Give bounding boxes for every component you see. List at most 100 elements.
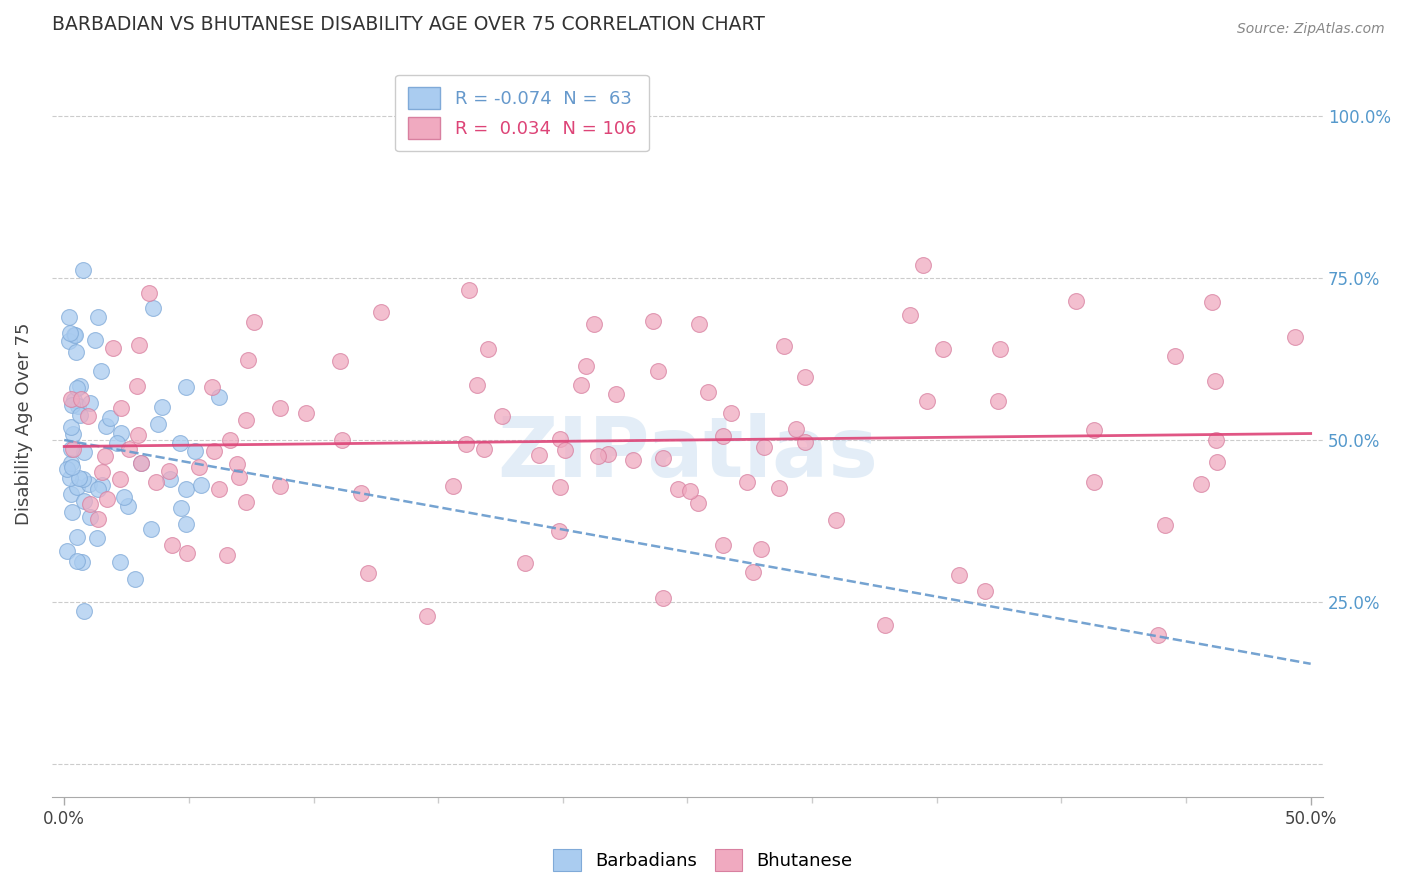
Point bbox=[332, 434, 354, 448]
Point bbox=[66, 381, 89, 395]
Point bbox=[583, 317, 606, 331]
Point bbox=[124, 572, 146, 586]
Point bbox=[94, 419, 117, 434]
Point bbox=[647, 364, 669, 378]
Point bbox=[1201, 295, 1223, 310]
Point bbox=[586, 450, 609, 464]
Point bbox=[59, 487, 82, 501]
Point bbox=[60, 456, 83, 470]
Point bbox=[58, 334, 80, 348]
Point bbox=[87, 512, 110, 526]
Point bbox=[176, 380, 198, 394]
Point bbox=[454, 437, 477, 451]
Point bbox=[713, 428, 735, 442]
Point bbox=[773, 339, 796, 353]
Point bbox=[477, 342, 499, 356]
Point bbox=[190, 478, 212, 492]
Point bbox=[108, 472, 131, 486]
Point bbox=[898, 309, 921, 323]
Point bbox=[915, 394, 938, 409]
Point bbox=[174, 483, 197, 497]
Point bbox=[90, 364, 112, 378]
Point bbox=[720, 406, 742, 420]
Point bbox=[62, 442, 84, 457]
Point bbox=[79, 497, 101, 511]
Point bbox=[1204, 374, 1226, 388]
Point bbox=[443, 479, 465, 493]
Point bbox=[169, 435, 191, 450]
Point bbox=[465, 377, 488, 392]
Point bbox=[79, 510, 101, 524]
Point bbox=[911, 258, 934, 272]
Point bbox=[176, 517, 198, 532]
Point bbox=[60, 392, 83, 406]
Point bbox=[69, 392, 91, 406]
Point bbox=[73, 445, 96, 459]
Point bbox=[825, 513, 848, 527]
Point bbox=[69, 379, 91, 393]
Point bbox=[752, 441, 775, 455]
Point bbox=[117, 499, 139, 513]
Point bbox=[652, 451, 675, 466]
Point bbox=[170, 501, 193, 516]
Point bbox=[73, 493, 96, 508]
Point bbox=[1205, 433, 1227, 447]
Point bbox=[118, 442, 141, 457]
Point bbox=[98, 411, 121, 425]
Point bbox=[235, 413, 257, 427]
Point bbox=[150, 401, 173, 415]
Y-axis label: Disability Age Over 75: Disability Age Over 75 bbox=[15, 323, 32, 525]
Point bbox=[974, 583, 997, 598]
Point bbox=[66, 530, 89, 544]
Point bbox=[70, 555, 93, 569]
Point bbox=[236, 353, 259, 368]
Point bbox=[794, 370, 817, 384]
Point bbox=[987, 394, 1010, 409]
Point bbox=[67, 471, 90, 485]
Point bbox=[131, 456, 153, 470]
Point bbox=[125, 379, 148, 393]
Point bbox=[93, 450, 115, 464]
Point bbox=[72, 472, 94, 486]
Point bbox=[201, 380, 224, 394]
Point bbox=[142, 301, 165, 316]
Point bbox=[357, 566, 380, 580]
Point bbox=[91, 478, 114, 492]
Point bbox=[243, 315, 266, 329]
Text: Source: ZipAtlas.com: Source: ZipAtlas.com bbox=[1237, 22, 1385, 37]
Point bbox=[112, 490, 135, 504]
Point bbox=[157, 464, 180, 478]
Point bbox=[86, 531, 108, 545]
Point bbox=[79, 396, 101, 410]
Point bbox=[574, 359, 596, 373]
Point bbox=[269, 401, 291, 415]
Point bbox=[56, 461, 79, 475]
Point bbox=[793, 435, 815, 450]
Point bbox=[554, 443, 576, 458]
Point bbox=[513, 556, 536, 570]
Point bbox=[188, 460, 211, 475]
Point bbox=[62, 392, 84, 407]
Point bbox=[67, 399, 90, 413]
Point bbox=[1147, 628, 1170, 642]
Point bbox=[641, 314, 664, 328]
Point bbox=[948, 567, 970, 582]
Point bbox=[569, 378, 592, 392]
Point bbox=[96, 491, 118, 506]
Point bbox=[1083, 475, 1105, 489]
Point bbox=[547, 524, 569, 538]
Point bbox=[370, 305, 392, 319]
Point bbox=[686, 496, 709, 510]
Point bbox=[1206, 455, 1229, 469]
Point bbox=[1189, 476, 1212, 491]
Point bbox=[128, 337, 150, 351]
Point bbox=[932, 342, 955, 356]
Point bbox=[741, 565, 763, 579]
Text: ZIPatlas: ZIPatlas bbox=[496, 413, 877, 494]
Point bbox=[110, 401, 132, 416]
Point bbox=[457, 283, 479, 297]
Point bbox=[138, 285, 160, 300]
Legend: R = -0.074  N =  63, R =  0.034  N = 106: R = -0.074 N = 63, R = 0.034 N = 106 bbox=[395, 75, 650, 152]
Point bbox=[66, 554, 89, 568]
Point bbox=[105, 436, 128, 450]
